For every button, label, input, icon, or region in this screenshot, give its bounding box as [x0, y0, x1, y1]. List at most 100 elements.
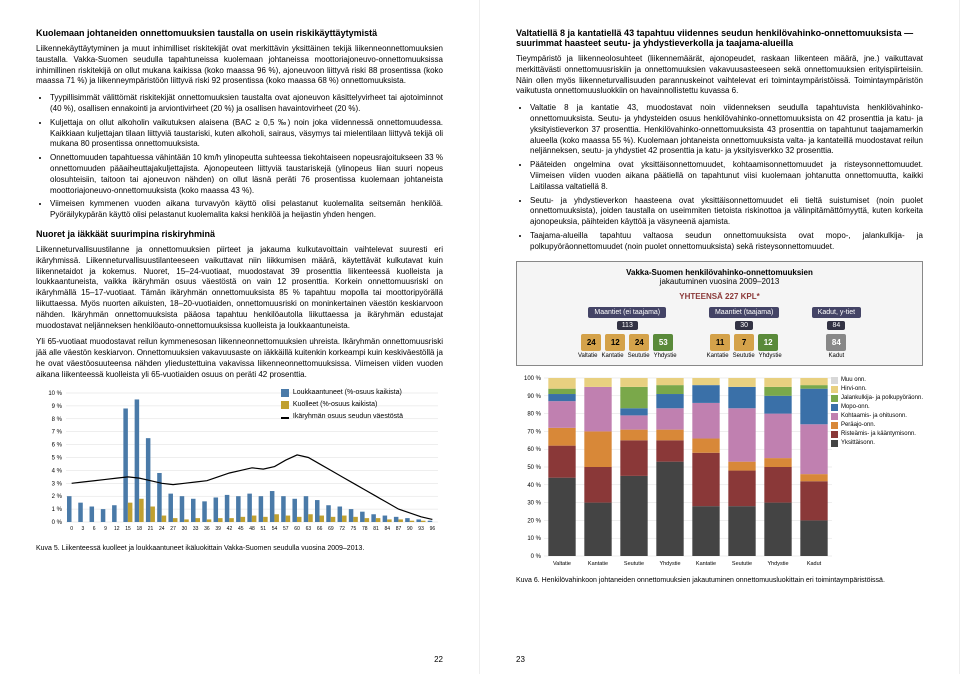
- svg-text:69: 69: [328, 526, 334, 532]
- legend-swatch-injured: [281, 389, 289, 397]
- svg-text:45: 45: [238, 526, 244, 532]
- svg-text:84: 84: [384, 526, 390, 532]
- legend-label-dead: Kuolleet (%-osuus kaikista): [293, 399, 377, 411]
- right-li-2: Pääteiden ongelmina ovat yksittäisonnett…: [530, 160, 923, 192]
- tree-diagram: Vakka-Suomen henkilövahinko-onnettomuuks…: [516, 261, 923, 366]
- svg-text:21: 21: [148, 526, 154, 532]
- svg-text:2 %: 2 %: [52, 494, 63, 500]
- diagram-groups: Maantiet (ei taajama)11324122453Valtatie…: [523, 307, 916, 359]
- left-bullets: Tyypillisimmät välittömät riskitekijät o…: [36, 93, 443, 221]
- svg-text:90: 90: [407, 526, 413, 532]
- svg-text:Valtatie: Valtatie: [553, 561, 571, 567]
- legend-swatch-dead: [281, 401, 289, 409]
- svg-text:63: 63: [306, 526, 312, 532]
- chart-5: Loukkaantuneet (%-osuus kaikista) Kuolle…: [36, 387, 443, 557]
- svg-text:20 %: 20 %: [527, 518, 541, 524]
- diagram-title: Vakka-Suomen henkilövahinko-onnettomuuks…: [523, 268, 916, 277]
- svg-text:90 %: 90 %: [527, 393, 541, 399]
- svg-text:54: 54: [272, 526, 278, 532]
- svg-text:36: 36: [204, 526, 210, 532]
- svg-text:3 %: 3 %: [52, 481, 63, 487]
- svg-text:0: 0: [70, 526, 73, 532]
- left-li-2: Kuljettaja on ollut alkoholin vaikutukse…: [50, 118, 443, 150]
- svg-text:57: 57: [283, 526, 289, 532]
- svg-text:Kantatie: Kantatie: [696, 561, 716, 567]
- right-para-1: Tieympäristö ja liikenneolosuhteet (liik…: [516, 54, 923, 97]
- svg-text:27: 27: [170, 526, 176, 532]
- page-right: Valtatiellä 8 ja kantatiellä 43 tapahtuu…: [480, 0, 960, 674]
- svg-text:Seututie: Seututie: [732, 561, 752, 567]
- left-heading-1: Kuolemaan johtaneiden onnettomuuksien ta…: [36, 28, 443, 38]
- legend-label-injured: Loukkaantuneet (%-osuus kaikista): [293, 387, 402, 399]
- chart6-legend: Muu onn.Hirvi-onn.Jalankulkija- ja polku…: [831, 376, 923, 448]
- svg-text:30: 30: [182, 526, 188, 532]
- chart5-caption: Kuva 5. Liikenteessä kuolleet ja loukkaa…: [36, 545, 443, 552]
- left-para-1: Liikennekäyttäytyminen ja muut inhimilli…: [36, 44, 443, 87]
- left-li-4: Viimeisen kymmenen vuoden aikana turvavy…: [50, 199, 443, 221]
- left-para-3: Yli 65-vuotiaat muodostavat reilun kymme…: [36, 337, 443, 380]
- right-heading-1: Valtatiellä 8 ja kantatiellä 43 tapahtuu…: [516, 28, 923, 48]
- right-li-4: Taajama-alueilla tapahtuu valtaosa seudu…: [530, 231, 923, 253]
- svg-text:60 %: 60 %: [527, 447, 541, 453]
- page-number-right: 23: [516, 655, 525, 664]
- svg-text:50 %: 50 %: [527, 465, 541, 471]
- svg-text:5 %: 5 %: [52, 455, 63, 461]
- svg-text:72: 72: [339, 526, 345, 532]
- left-heading-2: Nuoret ja iäkkäät suurimpina riskiryhmin…: [36, 229, 443, 239]
- right-li-3: Seutu- ja yhdystieverkon haasteena ovat …: [530, 196, 923, 228]
- svg-text:Kadut: Kadut: [807, 561, 822, 567]
- right-bullets: Valtatie 8 ja kantatie 43, muodostavat n…: [516, 103, 923, 252]
- left-li-3: Onnettomuuden tapahtuessa vähintään 10 k…: [50, 153, 443, 196]
- svg-text:66: 66: [317, 526, 323, 532]
- svg-text:Seututie: Seututie: [624, 561, 644, 567]
- svg-text:93: 93: [418, 526, 424, 532]
- right-li-1: Valtatie 8 ja kantatie 43, muodostavat n…: [530, 103, 923, 157]
- svg-text:15: 15: [125, 526, 131, 532]
- page-number-left: 22: [434, 655, 443, 664]
- svg-text:0 %: 0 %: [52, 520, 63, 526]
- svg-text:Kantatie: Kantatie: [588, 561, 608, 567]
- svg-text:100 %: 100 %: [524, 376, 542, 382]
- diagram-total: YHTEENSÄ 227 KPL*: [523, 292, 916, 301]
- svg-text:81: 81: [373, 526, 379, 532]
- svg-text:Yhdystie: Yhdystie: [767, 561, 788, 567]
- svg-text:51: 51: [260, 526, 266, 532]
- svg-text:39: 39: [215, 526, 221, 532]
- svg-text:96: 96: [430, 526, 436, 532]
- svg-text:24: 24: [159, 526, 165, 532]
- svg-text:42: 42: [227, 526, 233, 532]
- svg-text:48: 48: [249, 526, 255, 532]
- svg-text:12: 12: [114, 526, 120, 532]
- chart6-caption: Kuva 6. Henkilövahinkoon johtaneiden onn…: [516, 577, 923, 584]
- svg-text:30 %: 30 %: [527, 500, 541, 506]
- svg-text:70 %: 70 %: [527, 429, 541, 435]
- svg-text:Yhdystie: Yhdystie: [659, 561, 680, 567]
- page-left: Kuolemaan johtaneiden onnettomuuksien ta…: [0, 0, 480, 674]
- svg-text:10 %: 10 %: [48, 391, 62, 397]
- chart5-legend: Loukkaantuneet (%-osuus kaikista) Kuolle…: [281, 387, 403, 423]
- left-li-1: Tyypillisimmät välittömät riskitekijät o…: [50, 93, 443, 115]
- svg-text:8 %: 8 %: [52, 416, 63, 422]
- svg-text:4 %: 4 %: [52, 468, 63, 474]
- svg-text:80 %: 80 %: [527, 411, 541, 417]
- svg-text:87: 87: [396, 526, 402, 532]
- svg-text:75: 75: [351, 526, 357, 532]
- diagram-sub1: jakautuminen vuosina 2009–2013: [523, 277, 916, 286]
- svg-text:78: 78: [362, 526, 368, 532]
- svg-text:60: 60: [294, 526, 300, 532]
- chart6-svg: 0 % 10 % 20 % 30 % 40 % 50 % 60 % 70 % 80 % 90 % 1…: [516, 374, 836, 574]
- svg-text:33: 33: [193, 526, 199, 532]
- svg-text:40 %: 40 %: [527, 482, 541, 488]
- svg-text:7 %: 7 %: [52, 429, 63, 435]
- legend-label-pop: Ikäryhmän osuus seudun väestöstä: [293, 411, 403, 423]
- svg-text:6: 6: [93, 526, 96, 532]
- svg-text:10 %: 10 %: [527, 536, 541, 542]
- svg-text:3: 3: [82, 526, 85, 532]
- svg-text:9: 9: [104, 526, 107, 532]
- svg-text:1 %: 1 %: [52, 507, 63, 513]
- svg-text:6 %: 6 %: [52, 442, 63, 448]
- legend-swatch-line: [281, 417, 289, 419]
- svg-text:0 %: 0 %: [531, 554, 542, 560]
- chart-6: Muu onn.Hirvi-onn.Jalankulkija- ja polku…: [516, 374, 923, 584]
- left-para-2: Liikenneturvallisuustilanne ja onnettomu…: [36, 245, 443, 331]
